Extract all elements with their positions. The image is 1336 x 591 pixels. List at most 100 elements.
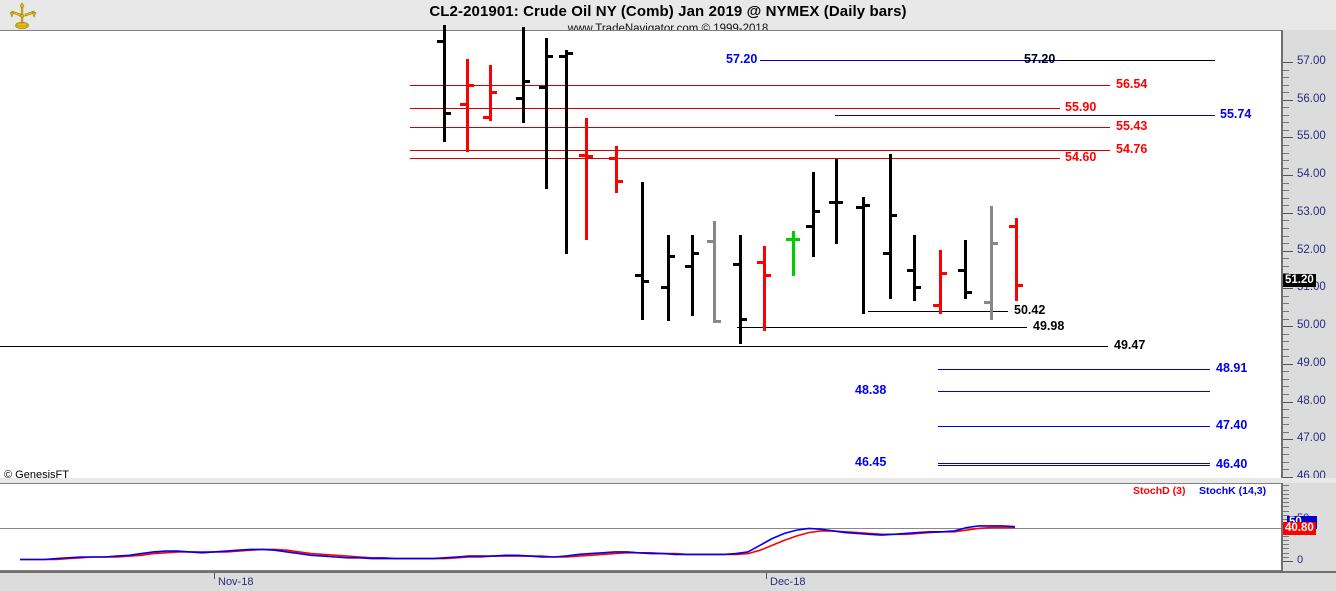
study-line-label[interactable]: 48.38: [855, 383, 887, 397]
study-line-label[interactable]: 55.90: [1065, 100, 1097, 114]
date-axis[interactable]: Nov-18 Dec-18: [0, 571, 1336, 591]
study-line[interactable]: [410, 158, 1060, 159]
study-line[interactable]: [938, 463, 1210, 464]
price-axis-label: 53.00: [1297, 205, 1326, 218]
ohlc-bar-stem: [792, 230, 795, 277]
ohlc-bar-open-tick: [907, 268, 913, 272]
ohlc-bar-open-tick: [1009, 225, 1015, 229]
study-line-label[interactable]: 56.54: [1116, 77, 1148, 91]
price-axis-minor-tick: [1283, 416, 1289, 418]
study-line[interactable]: [410, 150, 1110, 151]
ohlc-bar-stem: [489, 64, 492, 122]
price-axis-tick: [1283, 99, 1293, 101]
price-axis-minor-tick: [1283, 235, 1289, 237]
ohlc-bar-stem: [466, 59, 469, 152]
ohlc-bar-close-tick: [547, 55, 553, 59]
study-line-label[interactable]: 49.98: [1033, 319, 1065, 333]
ohlc-bar-close-tick: [567, 51, 573, 55]
ohlc-bar-stem: [763, 245, 766, 331]
study-line-label[interactable]: 50.42: [1014, 303, 1046, 317]
price-axis-minor-tick: [1283, 190, 1289, 192]
indicator-axis-minor-tick: [1283, 540, 1289, 541]
price-axis-label: 48.00: [1297, 394, 1326, 407]
ohlc-bar-open-tick: [516, 96, 522, 100]
price-axis-minor-tick: [1283, 122, 1289, 124]
study-line[interactable]: [938, 465, 1210, 466]
indicator-axis-tick: [1283, 561, 1293, 562]
price-axis-minor-tick: [1283, 152, 1289, 154]
ohlc-bar-stem: [862, 196, 865, 314]
price-axis-minor-tick: [1283, 69, 1289, 71]
study-line[interactable]: [737, 327, 1027, 328]
study-line[interactable]: [868, 311, 1008, 312]
study-line[interactable]: [938, 391, 1210, 392]
study-line-label[interactable]: 54.76: [1116, 142, 1148, 156]
study-line[interactable]: [835, 115, 1215, 116]
study-line[interactable]: [410, 108, 1060, 109]
study-line[interactable]: [410, 127, 1110, 128]
ohlc-bar-stem: [739, 234, 742, 345]
ohlc-bar-close-tick: [587, 155, 593, 159]
indicator-axis-minor-tick: [1283, 514, 1289, 516]
indicator-axis-minor-tick: [1283, 556, 1289, 558]
price-axis-minor-tick: [1283, 469, 1289, 471]
study-line[interactable]: [410, 85, 1110, 86]
study-line-label[interactable]: 55.43: [1116, 119, 1148, 133]
ohlc-bar-open-tick: [661, 285, 667, 289]
indicator-axis-label: 0: [1297, 554, 1304, 566]
ohlc-bar-close-tick: [445, 112, 451, 116]
price-axis-minor-tick: [1283, 265, 1289, 267]
price-axis-tick: [1283, 62, 1293, 63]
ohlc-bar-close-tick: [669, 255, 675, 259]
study-line[interactable]: [0, 346, 1108, 347]
price-axis-minor-tick: [1283, 145, 1289, 146]
ohlc-bar-open-tick: [733, 262, 739, 266]
ohlc-bar-stem: [835, 159, 838, 245]
price-axis-tick: [1283, 250, 1293, 252]
indicator-axis-minor-tick: [1283, 489, 1289, 491]
ohlc-bar-close-tick: [837, 200, 843, 204]
indicator-axis-minor-tick: [1283, 485, 1289, 487]
study-line-label[interactable]: 46.40: [1216, 457, 1248, 471]
study-line[interactable]: [1060, 60, 1215, 61]
price-axis-minor-tick: [1283, 295, 1289, 297]
stochk-line: [20, 525, 1016, 561]
study-line-label[interactable]: 48.91: [1216, 361, 1248, 375]
ohlc-bar-stem: [812, 172, 815, 258]
stochk-legend[interactable]: StochK (14,3): [1199, 485, 1267, 497]
price-axis-minor-tick: [1283, 348, 1289, 350]
price-axis-minor-tick: [1283, 318, 1289, 320]
ohlc-bar-close-tick: [643, 279, 649, 283]
price-axis-minor-tick: [1283, 167, 1289, 169]
study-line[interactable]: [938, 369, 1210, 370]
price-axis-minor-tick: [1283, 333, 1289, 335]
study-line-label[interactable]: 54.60: [1065, 150, 1097, 164]
price-axis-tick: [1283, 175, 1293, 177]
price-axis-minor-tick: [1283, 228, 1289, 229]
ohlc-bar-stem: [641, 181, 644, 320]
study-line-label[interactable]: 49.47: [1114, 338, 1146, 352]
stochastic-indicator-pane[interactable]: StochD (3) StochK (14,3): [0, 483, 1281, 571]
price-axis-minor-tick: [1283, 378, 1289, 380]
indicator-axis[interactable]: 500 50 40.80: [1281, 483, 1336, 571]
ohlc-bar-stem: [585, 117, 588, 241]
study-line[interactable]: [760, 60, 1215, 61]
price-axis-tick: [1283, 439, 1293, 441]
ohlc-bar-close-tick: [1017, 283, 1023, 287]
ohlc-bar-open-tick: [958, 268, 964, 272]
price-chart-pane[interactable]: 57.20 57.20 56.54 55.90 55.74 55.43 54.76 54.60…: [0, 25, 1281, 480]
study-line-label[interactable]: 46.45: [855, 455, 887, 469]
study-line-label[interactable]: 47.40: [1216, 418, 1248, 432]
study-line-label[interactable]: 57.20: [1024, 52, 1056, 66]
ohlc-bar-stem: [522, 27, 525, 124]
stochd-legend[interactable]: StochD (3): [1133, 485, 1186, 497]
date-axis-label: Nov-18: [218, 576, 254, 588]
ohlc-bar-close-tick: [992, 242, 998, 246]
study-line-label[interactable]: 55.74: [1220, 107, 1252, 121]
genesis-logo-icon: [9, 2, 37, 29]
price-axis[interactable]: 57.00 56.00 55.00 54.00 53.00 52.00 51.00 50.00…: [1281, 30, 1336, 482]
study-line[interactable]: [938, 426, 1210, 427]
study-line-label[interactable]: 57.20: [726, 52, 758, 66]
indicator-axis-minor-tick: [1283, 548, 1289, 550]
ohlc-bar-stem: [545, 38, 548, 190]
